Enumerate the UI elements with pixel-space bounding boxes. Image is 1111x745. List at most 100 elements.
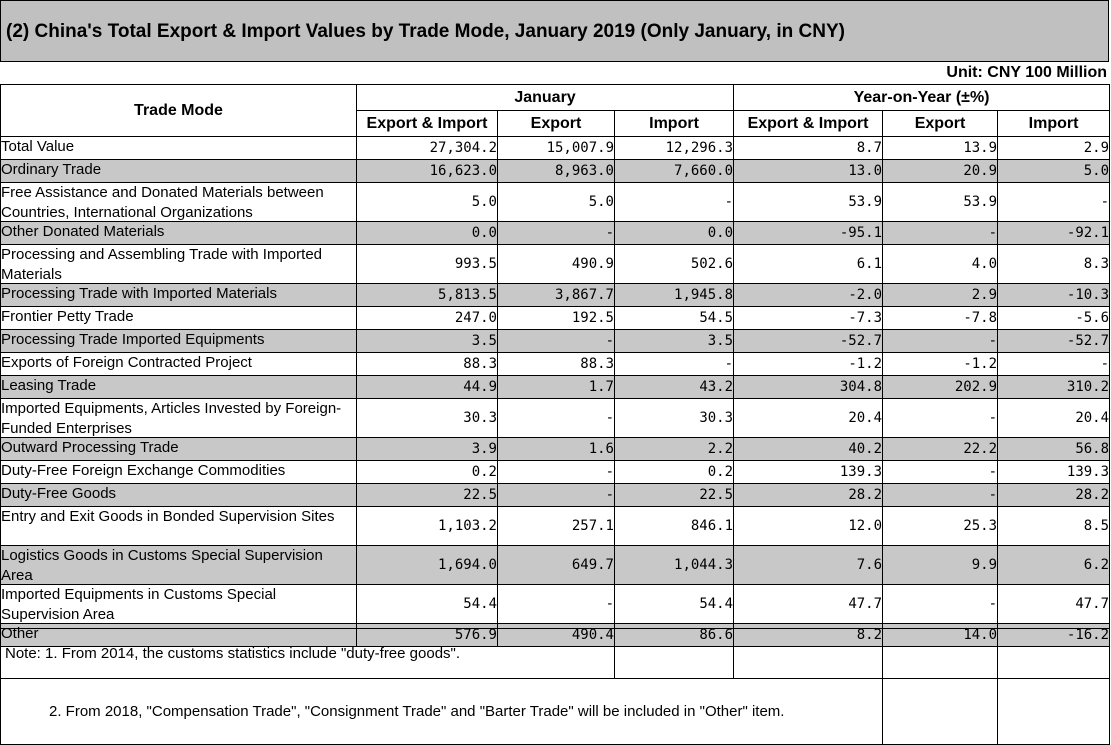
table-row: Duty-Free Goods 22.5-22.5 28.2-28.2 xyxy=(0,483,1111,507)
row-label-cell: Duty-Free Goods xyxy=(0,483,357,507)
value-cell: 1,103.2 xyxy=(356,506,498,546)
value-cell: 3.5 xyxy=(613,329,735,353)
value-cell: 9.9 xyxy=(882,545,999,585)
value-cell: 12,296.3 xyxy=(613,136,735,160)
value-cell: 47.7 xyxy=(997,584,1111,624)
value-cell: 22.5 xyxy=(613,483,735,507)
value-cell: - xyxy=(997,182,1111,222)
table-row: Processing Trade Imported Equipments 3.5-… xyxy=(0,329,1111,353)
row-label: Imported Equipments in Customs Special S… xyxy=(1,586,277,623)
notes-table: Note: 1. From 2014, the customs statisti… xyxy=(0,628,1110,745)
value-cell: 54.5 xyxy=(613,306,735,330)
row-label-cell: Duty-Free Foreign Exchange Commodities xyxy=(0,460,357,484)
value-cell: -2.0 xyxy=(733,283,884,307)
value-cell: 8,963.0 xyxy=(497,159,615,183)
row-label: Free Assistance and Donated Materials be… xyxy=(1,184,324,221)
value-cell: - xyxy=(882,329,999,353)
table-row: Outward Processing Trade 3.9 1.6 2.2 40.2 22.… xyxy=(0,437,1111,461)
value-cell: 12.0 xyxy=(733,506,884,546)
value-cell: - xyxy=(497,483,615,507)
value-cell: 1,945.8 xyxy=(613,283,735,307)
header-yoy-import: Import xyxy=(997,110,1111,137)
row-label-cell: Processing Trade with Imported Materials xyxy=(0,283,357,307)
value-cell: 25.3 xyxy=(882,506,999,546)
row-label: Exports of Foreign Contracted Project xyxy=(1,354,252,371)
row-label-cell: Processing Trade Imported Equipments xyxy=(0,329,357,353)
row-label-cell: Other Donated Materials xyxy=(0,221,357,245)
row-label-cell: Frontier Petty Trade xyxy=(0,306,357,330)
row-label: Ordinary Trade xyxy=(1,161,102,178)
value-cell: -7.8 xyxy=(882,306,999,330)
table-row: Processing and Assembling Trade with Imp… xyxy=(0,244,1111,284)
row-label-cell: Outward Processing Trade xyxy=(0,437,357,461)
row-label: Duty-Free Goods xyxy=(1,485,117,502)
value-cell: -5.6 xyxy=(997,306,1111,330)
value-cell: - xyxy=(497,221,615,245)
value-cell: 15,007.9 xyxy=(497,136,615,160)
value-cell: 139.3 xyxy=(733,460,884,484)
header-jan-import: Import xyxy=(613,110,735,137)
value-cell: 1.7 xyxy=(497,375,615,399)
value-cell: 502.6 xyxy=(613,244,735,284)
row-label: Processing and Assembling Trade with Imp… xyxy=(1,246,323,283)
value-cell: 8.3 xyxy=(997,244,1111,284)
value-cell: 3.9 xyxy=(356,437,498,461)
header-trade-mode: Trade Mode xyxy=(0,84,357,137)
value-cell: 8.7 xyxy=(733,136,884,160)
value-cell: - xyxy=(882,483,999,507)
value-cell: 247.0 xyxy=(356,306,498,330)
row-label-cell: Ordinary Trade xyxy=(0,159,357,183)
value-cell: 40.2 xyxy=(733,437,884,461)
value-cell: 0.0 xyxy=(356,221,498,245)
row-label-cell: Free Assistance and Donated Materials be… xyxy=(0,182,357,222)
header-jan-export-import: Export & Import xyxy=(356,110,498,137)
table-row: Other Donated Materials 0.0-0.0 -95.1- -92.… xyxy=(0,221,1111,245)
value-cell: 30.3 xyxy=(613,398,735,438)
table-row: Duty-Free Foreign Exchange Commodities 0.… xyxy=(0,460,1111,484)
value-cell: 5.0 xyxy=(997,159,1111,183)
value-cell: 3,867.7 xyxy=(497,283,615,307)
value-cell: 7.6 xyxy=(733,545,884,585)
value-cell: 20.9 xyxy=(882,159,999,183)
value-cell: 47.7 xyxy=(733,584,884,624)
row-label: Other Donated Materials xyxy=(1,223,165,240)
row-label: Frontier Petty Trade xyxy=(1,308,134,325)
value-cell: 490.9 xyxy=(497,244,615,284)
table-row: Entry and Exit Goods in Bonded Supervisi… xyxy=(0,506,1111,546)
value-cell: -7.3 xyxy=(733,306,884,330)
row-label: Leasing Trade xyxy=(1,377,97,394)
value-cell: 56.8 xyxy=(997,437,1111,461)
value-cell: 6.1 xyxy=(733,244,884,284)
value-cell: 1,694.0 xyxy=(356,545,498,585)
value-cell: - xyxy=(497,329,615,353)
value-cell: 22.5 xyxy=(356,483,498,507)
value-cell: - xyxy=(882,584,999,624)
value-cell: 53.9 xyxy=(882,182,999,222)
value-cell: 0.0 xyxy=(613,221,735,245)
table-row: Leasing Trade 44.9 1.7 43.2 304.8 202.9 310.2 xyxy=(0,375,1111,399)
row-label-cell: Imported Equipments in Customs Special S… xyxy=(0,584,357,624)
value-cell: - xyxy=(497,460,615,484)
value-cell: 20.4 xyxy=(733,398,884,438)
value-cell: 5,813.5 xyxy=(356,283,498,307)
table-row: Ordinary Trade 16,623.0 8,963.0 7,660.0 13.0… xyxy=(0,159,1111,183)
value-cell: 22.2 xyxy=(882,437,999,461)
row-label-cell: Entry and Exit Goods in Bonded Supervisi… xyxy=(0,506,357,546)
row-label-cell: Exports of Foreign Contracted Project xyxy=(0,352,357,376)
note-2: 2. From 2018, "Compensation Trade", "Con… xyxy=(0,678,883,745)
value-cell: -95.1 xyxy=(733,221,884,245)
value-cell: 3.5 xyxy=(356,329,498,353)
value-cell: 6.2 xyxy=(997,545,1111,585)
value-cell: 1.6 xyxy=(497,437,615,461)
value-cell: - xyxy=(882,221,999,245)
value-cell: -52.7 xyxy=(997,329,1111,353)
value-cell: -10.3 xyxy=(997,283,1111,307)
value-cell: 139.3 xyxy=(997,460,1111,484)
row-label: Total Value xyxy=(1,138,75,155)
value-cell: 649.7 xyxy=(497,545,615,585)
table-row: Imported Equipments, Articles Invested b… xyxy=(0,398,1111,438)
value-cell: 310.2 xyxy=(997,375,1111,399)
value-cell: 88.3 xyxy=(497,352,615,376)
page-title: (2) China's Total Export & Import Values… xyxy=(6,21,845,42)
